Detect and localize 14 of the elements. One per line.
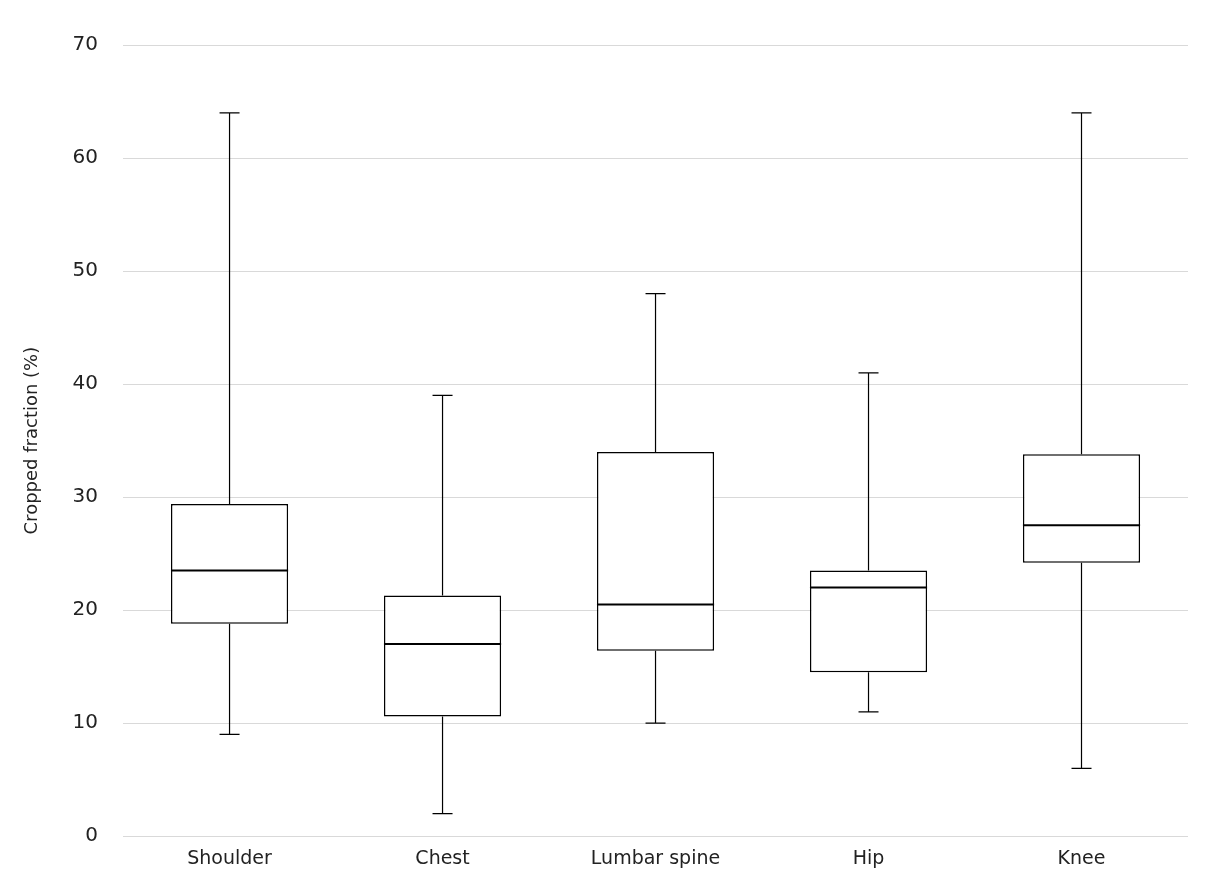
y-axis-title: Cropped fraction (%) bbox=[20, 346, 42, 535]
x-tick-label: Knee bbox=[1057, 845, 1106, 868]
y-tick-label: 30 bbox=[72, 483, 99, 508]
y-tick-label: 10 bbox=[72, 709, 99, 734]
y-tick-label: 40 bbox=[72, 370, 99, 395]
y-tick-label: 0 bbox=[85, 822, 99, 847]
y-tick-label: 60 bbox=[72, 144, 99, 169]
y-tick-label: 20 bbox=[72, 596, 99, 621]
x-tick-label: Chest bbox=[415, 845, 470, 868]
y-tick-label: 70 bbox=[72, 31, 99, 56]
x-tick-label: Shoulder bbox=[187, 845, 273, 868]
x-tick-label: Hip bbox=[852, 845, 885, 868]
y-tick-label: 50 bbox=[72, 257, 99, 282]
x-tick-label: Lumbar spine bbox=[590, 845, 721, 868]
